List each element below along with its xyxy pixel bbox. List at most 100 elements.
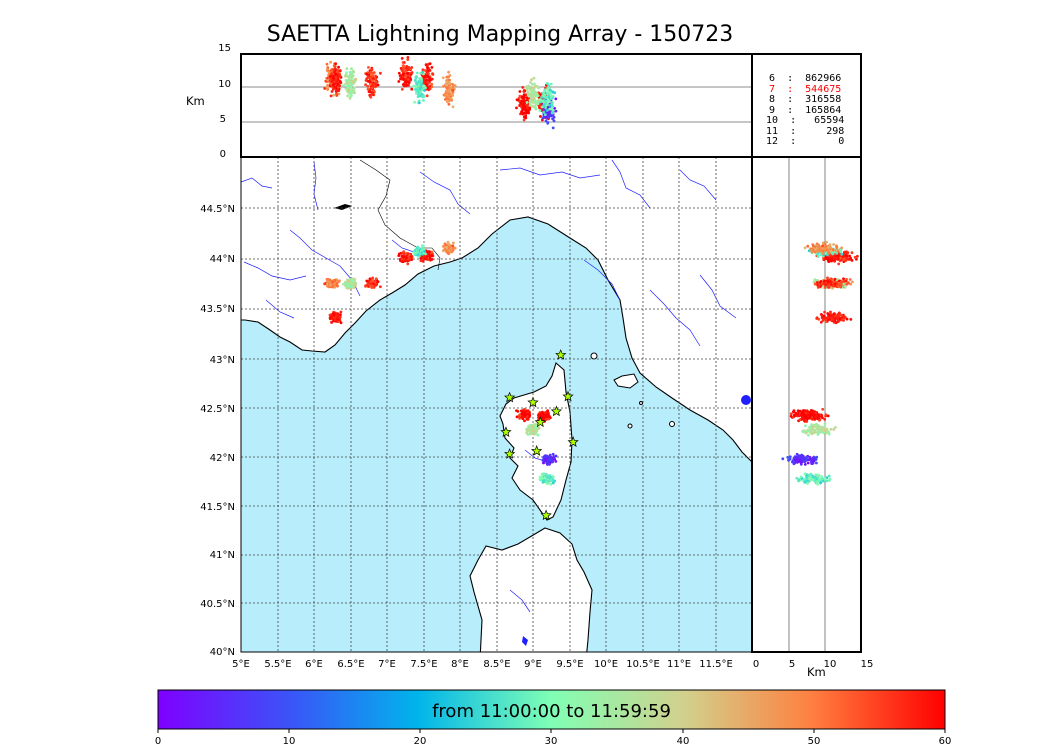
colorbar-tick: 0 [155, 736, 161, 747]
lightning-source-alt-lat [822, 317, 825, 321]
lightning-source-lon-alt [405, 65, 409, 68]
lightning-source-lon-alt [330, 72, 333, 76]
lightning-source-lon-alt [552, 115, 556, 119]
station-star-icon [550, 405, 562, 417]
lightning-source-lon-alt [425, 71, 429, 75]
lightning-source-alt-lat [816, 283, 820, 287]
lightning-source [515, 415, 519, 419]
lightning-source-alt-lat [850, 251, 854, 255]
lightning-source-lon-alt [328, 79, 332, 83]
lightning-source [451, 244, 455, 248]
lightning-source-lon-alt [425, 94, 429, 98]
lightning-source-lon-alt [354, 77, 357, 81]
lightning-source-lon-alt [368, 93, 372, 97]
lightning-source [328, 278, 332, 282]
lightning-source-alt-lat [825, 431, 828, 435]
lightning-source-lon-alt [351, 81, 354, 84]
lightning-source-lon-alt [419, 90, 422, 94]
lightning-source-alt-lat [829, 427, 833, 431]
lightning-source-alt-lat [829, 310, 832, 314]
lightning-source-lon-alt [332, 68, 336, 72]
lightning-source-lon-alt [515, 98, 519, 102]
lon-tick: 10°E [594, 659, 618, 670]
lightning-source-lon-alt [428, 78, 431, 82]
lightning-source [546, 482, 549, 485]
land-sardinia [469, 527, 593, 652]
lightning-source-alt-lat [781, 457, 785, 461]
lightning-source-lon-alt [548, 100, 551, 104]
lightning-source [546, 474, 550, 478]
lightning-source [339, 313, 342, 316]
lightning-source-lon-alt [544, 95, 548, 99]
land-elba [613, 373, 639, 389]
lightning-source-lon-alt [546, 89, 550, 93]
lightning-source-alt-lat [821, 477, 824, 481]
lightning-source-alt-lat [836, 315, 840, 319]
lightning-source-lon-alt [397, 80, 401, 83]
lightning-source-alt-lat [816, 255, 820, 258]
lightning-source [528, 413, 532, 417]
lightning-source [338, 315, 342, 319]
lightning-source-lon-alt [540, 105, 544, 109]
lightning-source-alt-lat [814, 458, 818, 461]
lightning-source-lon-alt [552, 119, 556, 123]
lightning-source-lon-alt [530, 94, 534, 97]
lightning-source [345, 283, 349, 287]
lightning-source [406, 262, 410, 266]
lightning-source-lon-alt [366, 85, 370, 88]
lightning-source-alt-lat [849, 257, 853, 260]
lightning-source-lon-alt [533, 82, 536, 86]
lightning-source-lon-alt [338, 69, 342, 73]
lightning-source-alt-lat [804, 411, 808, 415]
lat-ticks: 40°N 40.5°N 41°N 41.5°N 42°N 42.5°N 43°N… [200, 204, 235, 658]
lightning-source-lon-alt [401, 61, 405, 64]
lightning-source-lon-alt [335, 92, 338, 96]
lightning-source-alt-lat [805, 476, 809, 479]
lightning-source [551, 456, 555, 460]
lightning-source-alt-lat [793, 414, 797, 418]
lightning-source-lon-alt [520, 111, 523, 115]
lightning-source-lon-alt [445, 79, 448, 82]
lightning-source-alt-lat [812, 413, 816, 417]
lightning-source-alt-lat [814, 473, 818, 477]
lightning-source-lon-alt [421, 70, 424, 74]
lightning-source-lon-alt [404, 73, 408, 77]
lat-tick: 42.5°N [200, 404, 235, 415]
lightning-source-alt-lat [819, 427, 822, 431]
lightning-source [344, 281, 348, 285]
lightning-source-lon-alt [372, 77, 375, 80]
lightning-source-alt-lat [845, 254, 849, 258]
border-line [359, 159, 441, 271]
lightning-source [339, 321, 343, 325]
lightning-source-lon-alt [345, 67, 349, 71]
lightning-source-alt-lat [816, 482, 819, 486]
lightning-source-lon-alt [334, 89, 338, 93]
lon-tick: 5.5°E [264, 659, 291, 670]
lightning-source-lon-alt [350, 75, 354, 78]
lightning-source-lon-alt [547, 85, 551, 88]
lightning-source-alt-lat [816, 286, 820, 289]
lightning-source-lon-alt [445, 83, 448, 87]
lightning-source-alt-lat [817, 424, 821, 428]
lightning-source-alt-lat [823, 282, 826, 286]
lightning-source-alt-lat [831, 248, 835, 252]
lightning-source-alt-lat [796, 460, 799, 464]
lightning-source-lon-alt [422, 95, 426, 98]
lightning-source-alt-lat [811, 243, 815, 247]
lightning-source [521, 417, 525, 420]
lightning-source-lon-alt [522, 115, 526, 119]
lightning-source-lon-alt [332, 83, 336, 86]
lightning-source [366, 282, 370, 286]
lightning-source [365, 279, 369, 283]
lon-ticks: 5°E 5.5°E 6°E 6.5°E 7°E 7.5°E 8°E 8.5°E … [232, 659, 733, 670]
lightning-source-alt-lat [792, 409, 796, 412]
lightning-source-alt-lat [818, 248, 821, 252]
lightning-source-lon-alt [530, 78, 533, 82]
lightning-source-alt-lat [803, 246, 807, 250]
lightning-source-alt-lat [836, 257, 840, 261]
lightning-source [541, 477, 544, 481]
lightning-source-lon-alt [522, 98, 526, 102]
lightning-source-lon-alt [345, 71, 348, 74]
lightning-source-alt-lat [811, 425, 815, 429]
